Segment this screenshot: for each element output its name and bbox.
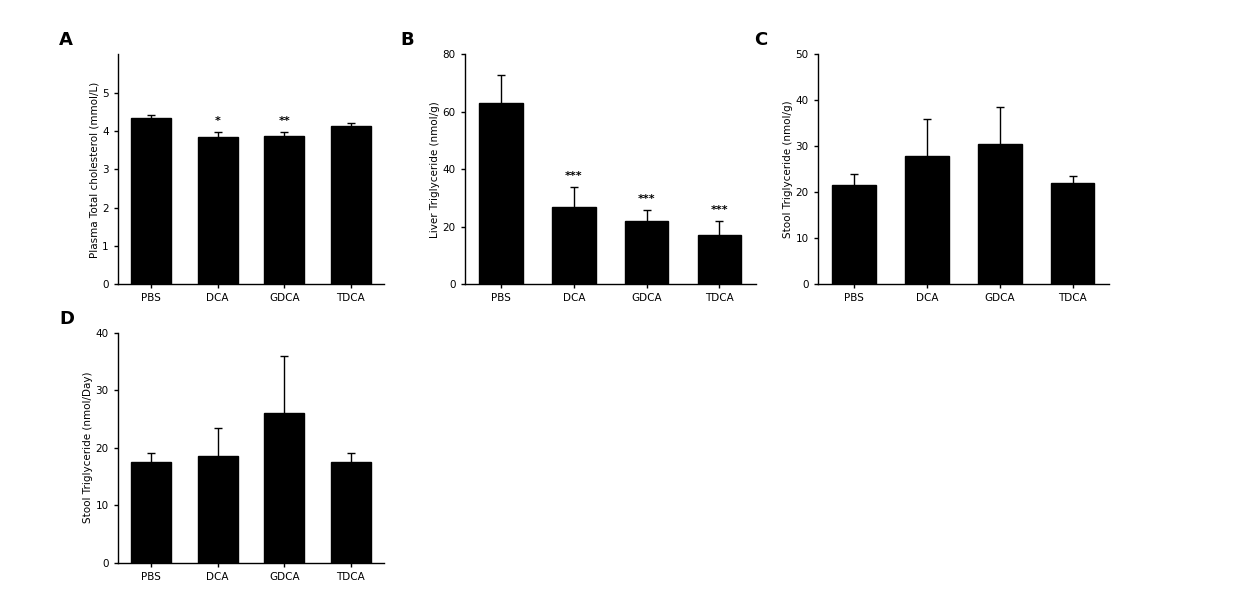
Text: *: * [214, 117, 221, 126]
Y-axis label: Stool Triglyceride (nmol/Day): Stool Triglyceride (nmol/Day) [83, 372, 93, 523]
Bar [197, 137, 238, 284]
Text: ***: *** [565, 171, 582, 181]
Text: ***: *** [711, 205, 729, 215]
Bar [331, 126, 370, 284]
Bar [978, 144, 1021, 284]
Y-axis label: Stool Triglyceride (nmol/g): Stool Triglyceride (nmol/g) [783, 100, 793, 238]
Y-axis label: Liver Triglyceride (nmol/g): Liver Triglyceride (nmol/g) [430, 101, 440, 238]
Bar [197, 456, 238, 563]
Text: D: D [59, 310, 74, 328]
Text: B: B [400, 31, 414, 50]
Bar [553, 207, 596, 284]
Bar [479, 103, 523, 284]
Bar [264, 136, 304, 284]
Text: **: ** [279, 116, 290, 126]
Bar [904, 155, 949, 284]
Bar [1051, 183, 1094, 284]
Y-axis label: Plasma Total cholesterol (mmol/L): Plasma Total cholesterol (mmol/L) [89, 81, 99, 258]
Text: C: C [753, 31, 767, 50]
Text: ***: *** [638, 194, 655, 204]
Bar [624, 221, 669, 284]
Bar [264, 413, 304, 563]
Bar [833, 186, 876, 284]
Text: A: A [59, 31, 73, 50]
Bar [698, 235, 741, 284]
Bar [131, 462, 171, 563]
Bar [331, 462, 370, 563]
Bar [131, 117, 171, 284]
